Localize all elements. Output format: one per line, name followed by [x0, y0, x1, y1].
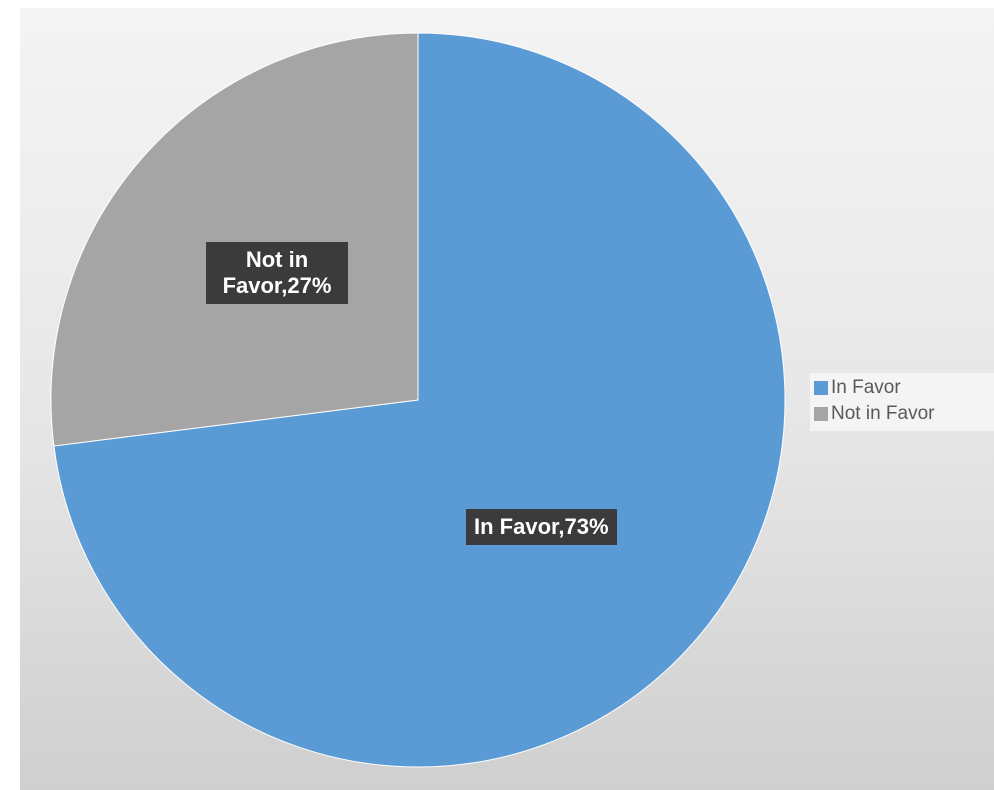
legend-item-not-in-favor: Not in Favor	[814, 401, 994, 427]
pie-slice-in-favor	[53, 32, 786, 768]
legend-item-in-favor: In Favor	[814, 375, 994, 401]
legend-label-not-in-favor: Not in Favor	[831, 403, 935, 424]
legend-label-in-favor: In Favor	[831, 377, 901, 398]
pie-slice-not-in-favor	[50, 32, 419, 447]
chart-area: Not in Favor,27% In Favor,73% In Favor N…	[20, 8, 994, 790]
legend-swatch-not-in-favor	[814, 407, 828, 421]
data-label-in-favor: In Favor,73%	[466, 509, 617, 545]
legend: In Favor Not in Favor	[810, 373, 994, 431]
legend-swatch-in-favor	[814, 381, 828, 395]
data-label-not-in-favor: Not in Favor,27%	[206, 242, 348, 304]
pie-chart	[50, 32, 786, 768]
